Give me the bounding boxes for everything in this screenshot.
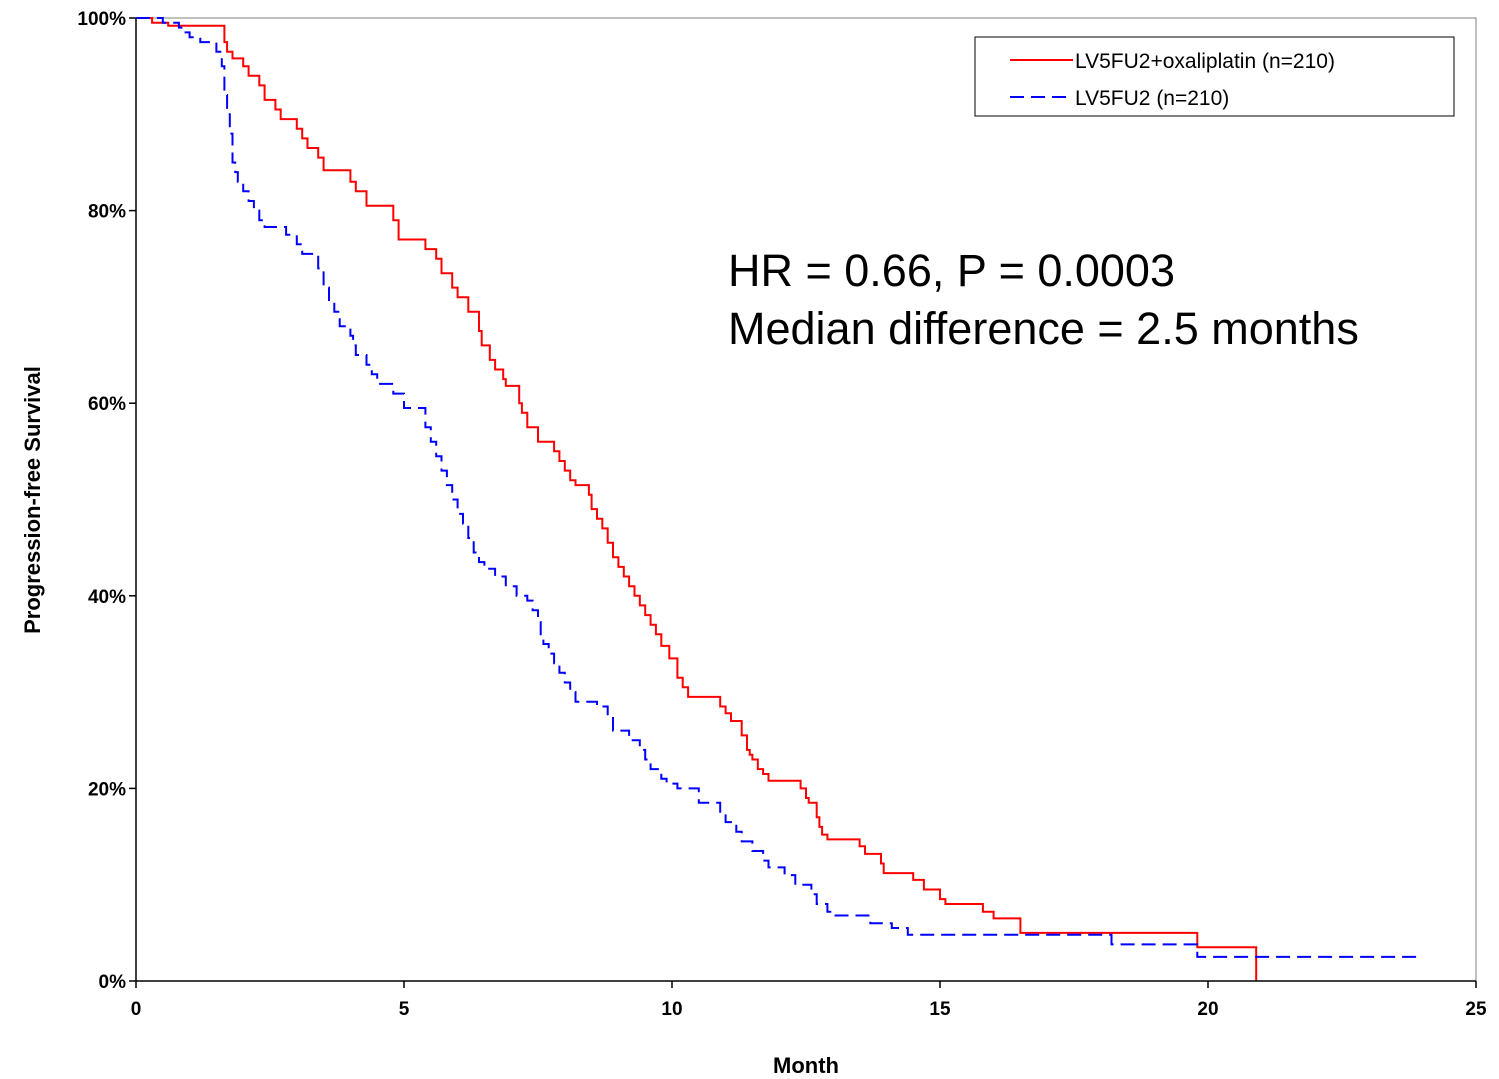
legend: LV5FU2+oxaliplatin (n=210) LV5FU2 (n=210… — [974, 36, 1455, 117]
series-layer — [136, 17, 1423, 981]
x-tick-label: 0 — [131, 999, 142, 1020]
x-tick-label: 10 — [661, 999, 682, 1020]
x-tick-label: 5 — [399, 999, 410, 1020]
x-tick-label: 25 — [1465, 999, 1487, 1020]
y-tick-label: 40% — [88, 587, 126, 608]
y-tick-label: 80% — [88, 202, 126, 223]
y-tick-label: 60% — [88, 394, 126, 415]
y-axis-title: Progression-free Survival — [20, 366, 45, 634]
plot-area — [135, 17, 1477, 982]
annotation-median: Median difference = 2.5 months — [728, 303, 1359, 354]
legend-label-oxaliplatin: LV5FU2+oxaliplatin (n=210) — [1075, 50, 1335, 73]
x-axis-title: Month — [773, 1053, 839, 1078]
y-tick-label: 20% — [88, 779, 126, 800]
legend-box — [974, 36, 1455, 117]
x-tick-label: 20 — [1197, 999, 1218, 1020]
y-tick-label: 100% — [77, 9, 126, 30]
annotation-hr: HR = 0.66, P = 0.0003 — [728, 245, 1175, 296]
ticks-layer: 0 5 10 15 20 25 0% 20% 40% 60% 80% 100% — [77, 9, 1487, 1020]
y-tick-label: 0% — [99, 972, 127, 993]
series-line-oxaliplatin — [136, 17, 1258, 981]
axes-layer — [135, 18, 1476, 982]
x-tick-label: 15 — [929, 999, 951, 1020]
series-line-lv5fu2 — [136, 17, 1423, 958]
legend-label-lv5fu2: LV5FU2 (n=210) — [1075, 87, 1229, 110]
